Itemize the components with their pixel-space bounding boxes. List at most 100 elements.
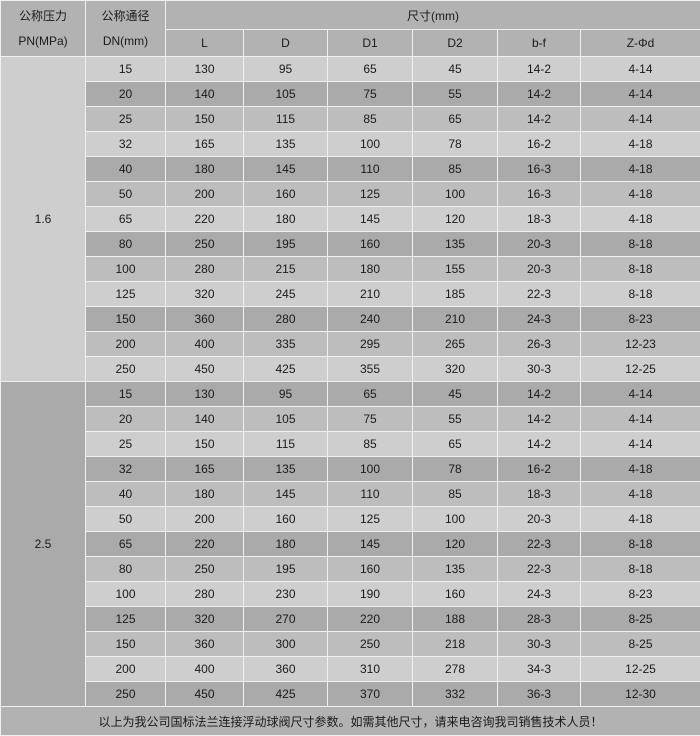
dn-cell: 20 [86,407,166,432]
dn-cell: 65 [86,532,166,557]
dn-cell: 80 [86,232,166,257]
dim-cell: 12-30 [581,682,700,707]
dim-cell: 4-18 [581,482,700,507]
dim-cell: 75 [328,82,413,107]
dim-cell: 320 [413,357,498,382]
dim-cell: 220 [328,607,413,632]
dn-cell: 80 [86,557,166,582]
dim-cell: 320 [166,282,244,307]
dim-cell: 215 [244,257,328,282]
dn-cell: 150 [86,632,166,657]
dim-cell: 280 [244,307,328,332]
dn-cell: 40 [86,482,166,507]
dim-cell: 160 [413,582,498,607]
diameter-header-cn: 公称通径 [86,4,165,29]
dn-cell: 65 [86,207,166,232]
dim-cell: 135 [413,557,498,582]
dim-cell: 145 [328,207,413,232]
dim-cell: 450 [166,357,244,382]
dim-cell: 100 [328,457,413,482]
dim-cell: 180 [166,157,244,182]
dim-cell: 22-3 [498,282,581,307]
dim-cell: 400 [166,332,244,357]
dim-cell: 245 [244,282,328,307]
dim-cell: 16-2 [498,457,581,482]
dim-cell: 210 [413,307,498,332]
dn-cell: 200 [86,332,166,357]
dim-cell: 105 [244,407,328,432]
dim-column-header: L [166,30,244,57]
dn-cell: 100 [86,257,166,282]
dim-cell: 115 [244,432,328,457]
dim-cell: 12-25 [581,357,700,382]
dim-cell: 240 [328,307,413,332]
dim-cell: 65 [413,432,498,457]
dim-cell: 20-3 [498,257,581,282]
dim-cell: 55 [413,407,498,432]
dim-cell: 14-2 [498,382,581,407]
dn-cell: 100 [86,582,166,607]
dim-cell: 85 [413,157,498,182]
dim-cell: 8-18 [581,557,700,582]
dim-cell: 4-18 [581,457,700,482]
dim-cell: 120 [413,532,498,557]
dim-cell: 4-18 [581,157,700,182]
dim-cell: 220 [166,532,244,557]
dim-cell: 75 [328,407,413,432]
dim-cell: 425 [244,357,328,382]
dim-cell: 120 [413,207,498,232]
dim-cell: 135 [244,457,328,482]
dim-cell: 355 [328,357,413,382]
dim-cell: 55 [413,82,498,107]
dim-cell: 250 [166,557,244,582]
dim-cell: 195 [244,557,328,582]
dim-cell: 30-3 [498,632,581,657]
dim-cell: 130 [166,382,244,407]
dim-cell: 12-23 [581,332,700,357]
dim-cell: 16-2 [498,132,581,157]
dim-cell: 360 [244,657,328,682]
dim-cell: 4-14 [581,82,700,107]
dim-cell: 4-18 [581,182,700,207]
dim-cell: 105 [244,82,328,107]
dim-cell: 95 [244,382,328,407]
dim-cell: 85 [328,107,413,132]
diameter-header-unit: DN(mm) [86,29,165,54]
dim-cell: 180 [328,257,413,282]
dim-cell: 140 [166,82,244,107]
dim-cell: 230 [244,582,328,607]
dn-cell: 125 [86,282,166,307]
dim-cell: 335 [244,332,328,357]
dim-cell: 180 [244,532,328,557]
dim-cell: 155 [413,257,498,282]
pn-value: 1.6 [1,57,86,382]
dim-cell: 278 [413,657,498,682]
dim-cell: 45 [413,57,498,82]
dim-cell: 125 [328,182,413,207]
dim-cell: 180 [244,207,328,232]
dim-cell: 85 [413,482,498,507]
dim-cell: 14-2 [498,407,581,432]
footer-note: 以上为我公司国标法兰连接浮动球阀尺寸参数。如需其他尺寸，请来电咨询我司销售技术人… [1,707,700,736]
dn-cell: 32 [86,457,166,482]
dn-cell: 125 [86,607,166,632]
dim-cell: 45 [413,382,498,407]
dim-cell: 16-3 [498,157,581,182]
dim-cell: 4-14 [581,432,700,457]
dim-cell: 65 [328,57,413,82]
diameter-column-header: 公称通径 DN(mm) [86,1,166,57]
